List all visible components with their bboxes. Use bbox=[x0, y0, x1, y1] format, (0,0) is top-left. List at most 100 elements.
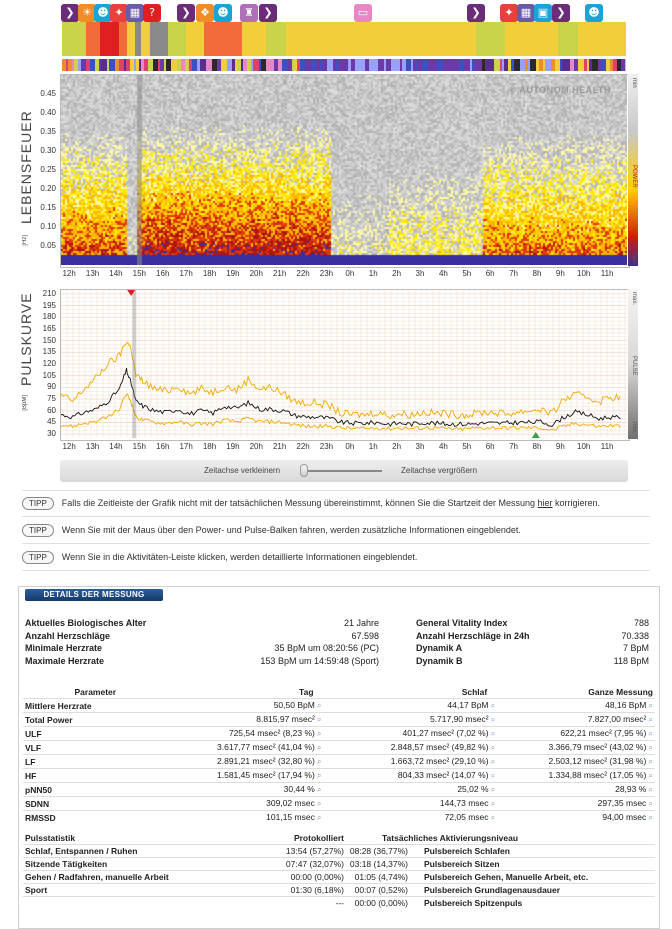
activity-strip-cell[interactable] bbox=[62, 59, 66, 71]
activity-strip-cell[interactable] bbox=[197, 59, 200, 71]
activity-strip-cell[interactable] bbox=[189, 59, 192, 71]
activity-strip-cell[interactable] bbox=[72, 59, 74, 71]
activity-strip-cell[interactable] bbox=[511, 59, 514, 71]
activity-strip-cell[interactable] bbox=[243, 59, 247, 71]
activity-strip-cell[interactable] bbox=[139, 59, 141, 71]
activity-strip-cell[interactable] bbox=[171, 59, 177, 71]
power-legend-bar[interactable] bbox=[628, 74, 638, 266]
details-header-button[interactable]: DETAILS DER MESSUNG bbox=[25, 589, 163, 601]
activity-strip-cell[interactable] bbox=[551, 59, 555, 71]
activity-strip-cell[interactable] bbox=[126, 59, 130, 71]
activity-strip-cell[interactable] bbox=[166, 59, 171, 71]
activity-strip-cell[interactable] bbox=[602, 59, 606, 71]
activity-strip-cell[interactable] bbox=[261, 59, 266, 71]
activity-segment[interactable] bbox=[100, 22, 119, 56]
activity-strip-cell[interactable] bbox=[235, 59, 237, 71]
activity-strip-cell[interactable] bbox=[411, 59, 413, 71]
walk-icon[interactable]: ✦ bbox=[500, 4, 518, 27]
activity-strip-cell[interactable] bbox=[340, 59, 343, 71]
activity-segment[interactable] bbox=[141, 22, 150, 56]
sleep-icon[interactable]: ❯ bbox=[552, 4, 570, 27]
magnifier-icon[interactable]: ⌕ bbox=[314, 813, 322, 822]
activity-segment[interactable] bbox=[286, 22, 476, 56]
activity-strip-cell[interactable] bbox=[86, 59, 90, 71]
sleep-icon[interactable]: ❯ bbox=[467, 4, 485, 27]
activity-strip-cell[interactable] bbox=[278, 59, 282, 71]
activity-strip-cell[interactable] bbox=[452, 59, 454, 71]
activity-strip-cell[interactable] bbox=[237, 59, 241, 71]
activity-strip-cell[interactable] bbox=[467, 59, 470, 71]
activity-strip-cell[interactable] bbox=[200, 59, 206, 71]
magnifier-icon[interactable]: ⌕ bbox=[314, 785, 322, 794]
activity-strip-cell[interactable] bbox=[181, 59, 185, 71]
activity-strip-cell[interactable] bbox=[384, 59, 386, 71]
activity-strip-cell[interactable] bbox=[292, 59, 295, 71]
activity-segment[interactable] bbox=[186, 22, 204, 56]
activity-strip-cell[interactable] bbox=[536, 59, 539, 71]
activity-strip-cell[interactable] bbox=[185, 59, 189, 71]
activity-strip-cell[interactable] bbox=[300, 59, 305, 71]
activity-strip-cell[interactable] bbox=[400, 59, 402, 71]
activity-strip-cell[interactable] bbox=[417, 59, 422, 71]
activity-strip-cell[interactable] bbox=[192, 59, 197, 71]
activity-strip-cell[interactable] bbox=[217, 59, 221, 71]
activity-segment[interactable] bbox=[62, 22, 86, 56]
activity-strip-cell[interactable] bbox=[136, 59, 139, 71]
activity-strip-cell[interactable] bbox=[107, 59, 109, 71]
activity-strip-cell[interactable] bbox=[369, 59, 374, 71]
activity-strip-cell[interactable] bbox=[282, 59, 288, 71]
magnifier-icon[interactable]: ⌕ bbox=[646, 799, 653, 808]
activity-strip-cell[interactable] bbox=[327, 59, 333, 71]
activity-strip-cell[interactable] bbox=[78, 59, 81, 71]
activity-strip-cell[interactable] bbox=[504, 59, 508, 71]
activity-strip-cell[interactable] bbox=[470, 59, 472, 71]
activity-strip-cell[interactable] bbox=[148, 59, 153, 71]
activity-strip-cell[interactable] bbox=[322, 59, 327, 71]
activity-strip-cell[interactable] bbox=[115, 59, 119, 71]
activity-strip-cell[interactable] bbox=[68, 59, 72, 71]
activity-color-strip[interactable] bbox=[62, 59, 626, 71]
activity-strip-cell[interactable] bbox=[305, 59, 307, 71]
activity-strip-cell[interactable] bbox=[212, 59, 217, 71]
activity-segment[interactable] bbox=[127, 22, 135, 56]
activity-strip-cell[interactable] bbox=[241, 59, 243, 71]
magnifier-icon[interactable]: ⌕ bbox=[646, 757, 653, 766]
activity-strip-cell[interactable] bbox=[351, 59, 355, 71]
activity-strip-cell[interactable] bbox=[391, 59, 396, 71]
activity-strip-cell[interactable] bbox=[545, 59, 551, 71]
activity-strip-cell[interactable] bbox=[445, 59, 448, 71]
activity-strip-cell[interactable] bbox=[454, 59, 459, 71]
spectrogram-chart[interactable]: © AUTONOM HEALTH bbox=[60, 74, 630, 268]
activity-strip-cell[interactable] bbox=[491, 59, 494, 71]
activity-segment[interactable] bbox=[204, 22, 222, 56]
magnifier-icon[interactable]: ⌕ bbox=[646, 701, 653, 710]
activity-segment[interactable] bbox=[558, 22, 578, 56]
activity-strip-cell[interactable] bbox=[206, 59, 212, 71]
activity-strip-cell[interactable] bbox=[508, 59, 511, 71]
magnifier-icon[interactable]: ⌕ bbox=[488, 757, 496, 766]
activity-strip-cell[interactable] bbox=[422, 59, 428, 71]
magnifier-icon[interactable]: ⌕ bbox=[488, 701, 496, 710]
activity-strip-cell[interactable] bbox=[153, 59, 158, 71]
person-icon[interactable]: ☻ bbox=[585, 4, 603, 27]
activity-segment[interactable] bbox=[150, 22, 168, 56]
activity-strip-cell[interactable] bbox=[514, 59, 520, 71]
activity-strip-cell[interactable] bbox=[625, 59, 626, 71]
magnifier-icon[interactable]: ⌕ bbox=[314, 715, 322, 724]
magnifier-icon[interactable]: ⌕ bbox=[488, 785, 496, 794]
activity-segment[interactable] bbox=[530, 22, 558, 56]
activity-strip-cell[interactable] bbox=[307, 59, 312, 71]
activity-strip-cell[interactable] bbox=[539, 59, 543, 71]
activity-segment[interactable] bbox=[86, 22, 100, 56]
activity-segment[interactable] bbox=[476, 22, 505, 56]
activity-segment[interactable] bbox=[266, 22, 286, 56]
sleep-icon[interactable]: ❯ bbox=[177, 4, 195, 27]
activity-strip-cell[interactable] bbox=[177, 59, 181, 71]
activity-strip-cell[interactable] bbox=[253, 59, 259, 71]
magnifier-icon[interactable]: ⌕ bbox=[488, 715, 496, 724]
activity-strip-cell[interactable] bbox=[617, 59, 621, 71]
activity-strip-cell[interactable] bbox=[378, 59, 384, 71]
activity-strip-cell[interactable] bbox=[560, 59, 562, 71]
activity-strip-cell[interactable] bbox=[565, 59, 570, 71]
activity-strip-cell[interactable] bbox=[386, 59, 391, 71]
